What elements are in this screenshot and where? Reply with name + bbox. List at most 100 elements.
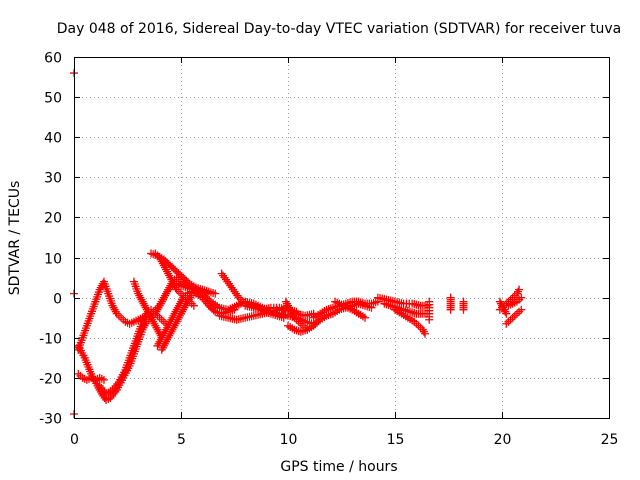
data-point xyxy=(171,283,180,292)
data-point xyxy=(178,307,187,316)
x-tick-labels: 0 5 10 15 20 25 xyxy=(70,432,618,448)
series-arc-b xyxy=(74,369,108,384)
data-point xyxy=(153,311,162,320)
data-point xyxy=(224,279,233,288)
data-point xyxy=(517,305,526,314)
series-arc-t xyxy=(391,305,429,338)
data-point xyxy=(220,273,229,282)
data-point xyxy=(512,309,521,318)
x-tick-label: 15 xyxy=(387,432,405,448)
y-tick-label: 40 xyxy=(44,131,62,147)
data-point xyxy=(495,297,504,306)
data-point xyxy=(515,285,524,294)
data-point xyxy=(157,315,166,324)
data-point xyxy=(172,317,181,326)
data-point xyxy=(159,293,168,302)
series-arc-d xyxy=(95,305,173,398)
data-point xyxy=(371,298,380,307)
data-point xyxy=(166,273,175,282)
data-point xyxy=(99,375,108,384)
axis-ticks xyxy=(74,57,610,419)
data-point xyxy=(95,381,104,390)
data-point xyxy=(515,307,524,316)
data-point xyxy=(209,288,218,297)
data-point xyxy=(175,311,184,320)
data-point xyxy=(182,299,191,308)
data-point xyxy=(189,301,198,310)
data-point xyxy=(219,271,228,280)
data-point xyxy=(167,327,176,336)
data-point xyxy=(158,295,167,304)
data-point xyxy=(502,319,511,328)
data-point xyxy=(184,295,193,304)
data-point xyxy=(142,305,151,314)
data-point xyxy=(165,331,174,340)
data-point xyxy=(108,301,117,310)
data-point xyxy=(288,309,297,318)
data-point xyxy=(414,321,423,330)
data-point xyxy=(106,393,115,402)
data-point xyxy=(517,293,526,302)
data-point xyxy=(152,323,161,332)
data-point xyxy=(164,333,173,342)
data-point xyxy=(183,297,192,306)
data-point xyxy=(111,307,120,316)
data-point xyxy=(446,305,455,314)
data-point xyxy=(100,387,109,396)
data-point xyxy=(117,313,126,322)
data-point xyxy=(158,343,167,352)
data-point xyxy=(148,315,157,324)
data-point xyxy=(425,315,434,324)
data-point xyxy=(174,313,183,322)
data-point xyxy=(285,303,294,312)
data-point xyxy=(501,307,510,316)
data-point xyxy=(423,301,432,310)
data-point xyxy=(459,305,468,314)
data-point xyxy=(138,317,147,326)
data-point xyxy=(186,293,195,302)
data-point xyxy=(113,379,122,388)
data-point xyxy=(147,249,156,258)
data-point xyxy=(169,323,178,332)
data-point xyxy=(167,275,176,284)
data-point xyxy=(97,374,106,383)
data-point xyxy=(157,345,166,354)
data-points xyxy=(70,69,526,418)
data-point xyxy=(178,295,187,304)
data-point xyxy=(74,369,83,378)
data-point xyxy=(98,385,107,394)
data-point xyxy=(155,301,164,310)
data-point xyxy=(159,341,168,350)
data-point xyxy=(286,305,295,314)
y-tick-label: -30 xyxy=(39,412,62,428)
x-tick-label: 0 xyxy=(70,432,79,448)
data-point xyxy=(108,385,117,394)
data-point xyxy=(134,289,143,298)
y-tick-label: 60 xyxy=(44,51,62,67)
data-point xyxy=(139,299,148,308)
data-point xyxy=(502,309,511,318)
y-tick-label: 50 xyxy=(44,91,62,107)
y-tick-labels: -30 -20 -10 0 10 20 30 40 50 60 xyxy=(39,51,62,428)
data-point xyxy=(156,299,165,308)
data-point xyxy=(223,277,232,286)
data-point xyxy=(510,311,519,320)
data-point xyxy=(506,315,515,324)
data-point xyxy=(408,308,417,317)
data-point xyxy=(160,291,169,300)
series-arc-i xyxy=(157,291,196,354)
y-tick-label: 0 xyxy=(53,292,62,308)
data-point xyxy=(157,297,166,306)
data-point xyxy=(145,311,154,320)
data-point xyxy=(187,291,196,300)
data-point xyxy=(162,337,171,346)
data-point xyxy=(144,309,153,318)
series-arc-r xyxy=(373,293,432,310)
data-point xyxy=(296,327,305,336)
data-point xyxy=(233,291,242,300)
y-tick-label: 30 xyxy=(44,171,62,187)
y-tick-label: 10 xyxy=(44,252,62,268)
data-point xyxy=(287,307,296,316)
data-point xyxy=(173,315,182,324)
data-point xyxy=(143,307,152,316)
